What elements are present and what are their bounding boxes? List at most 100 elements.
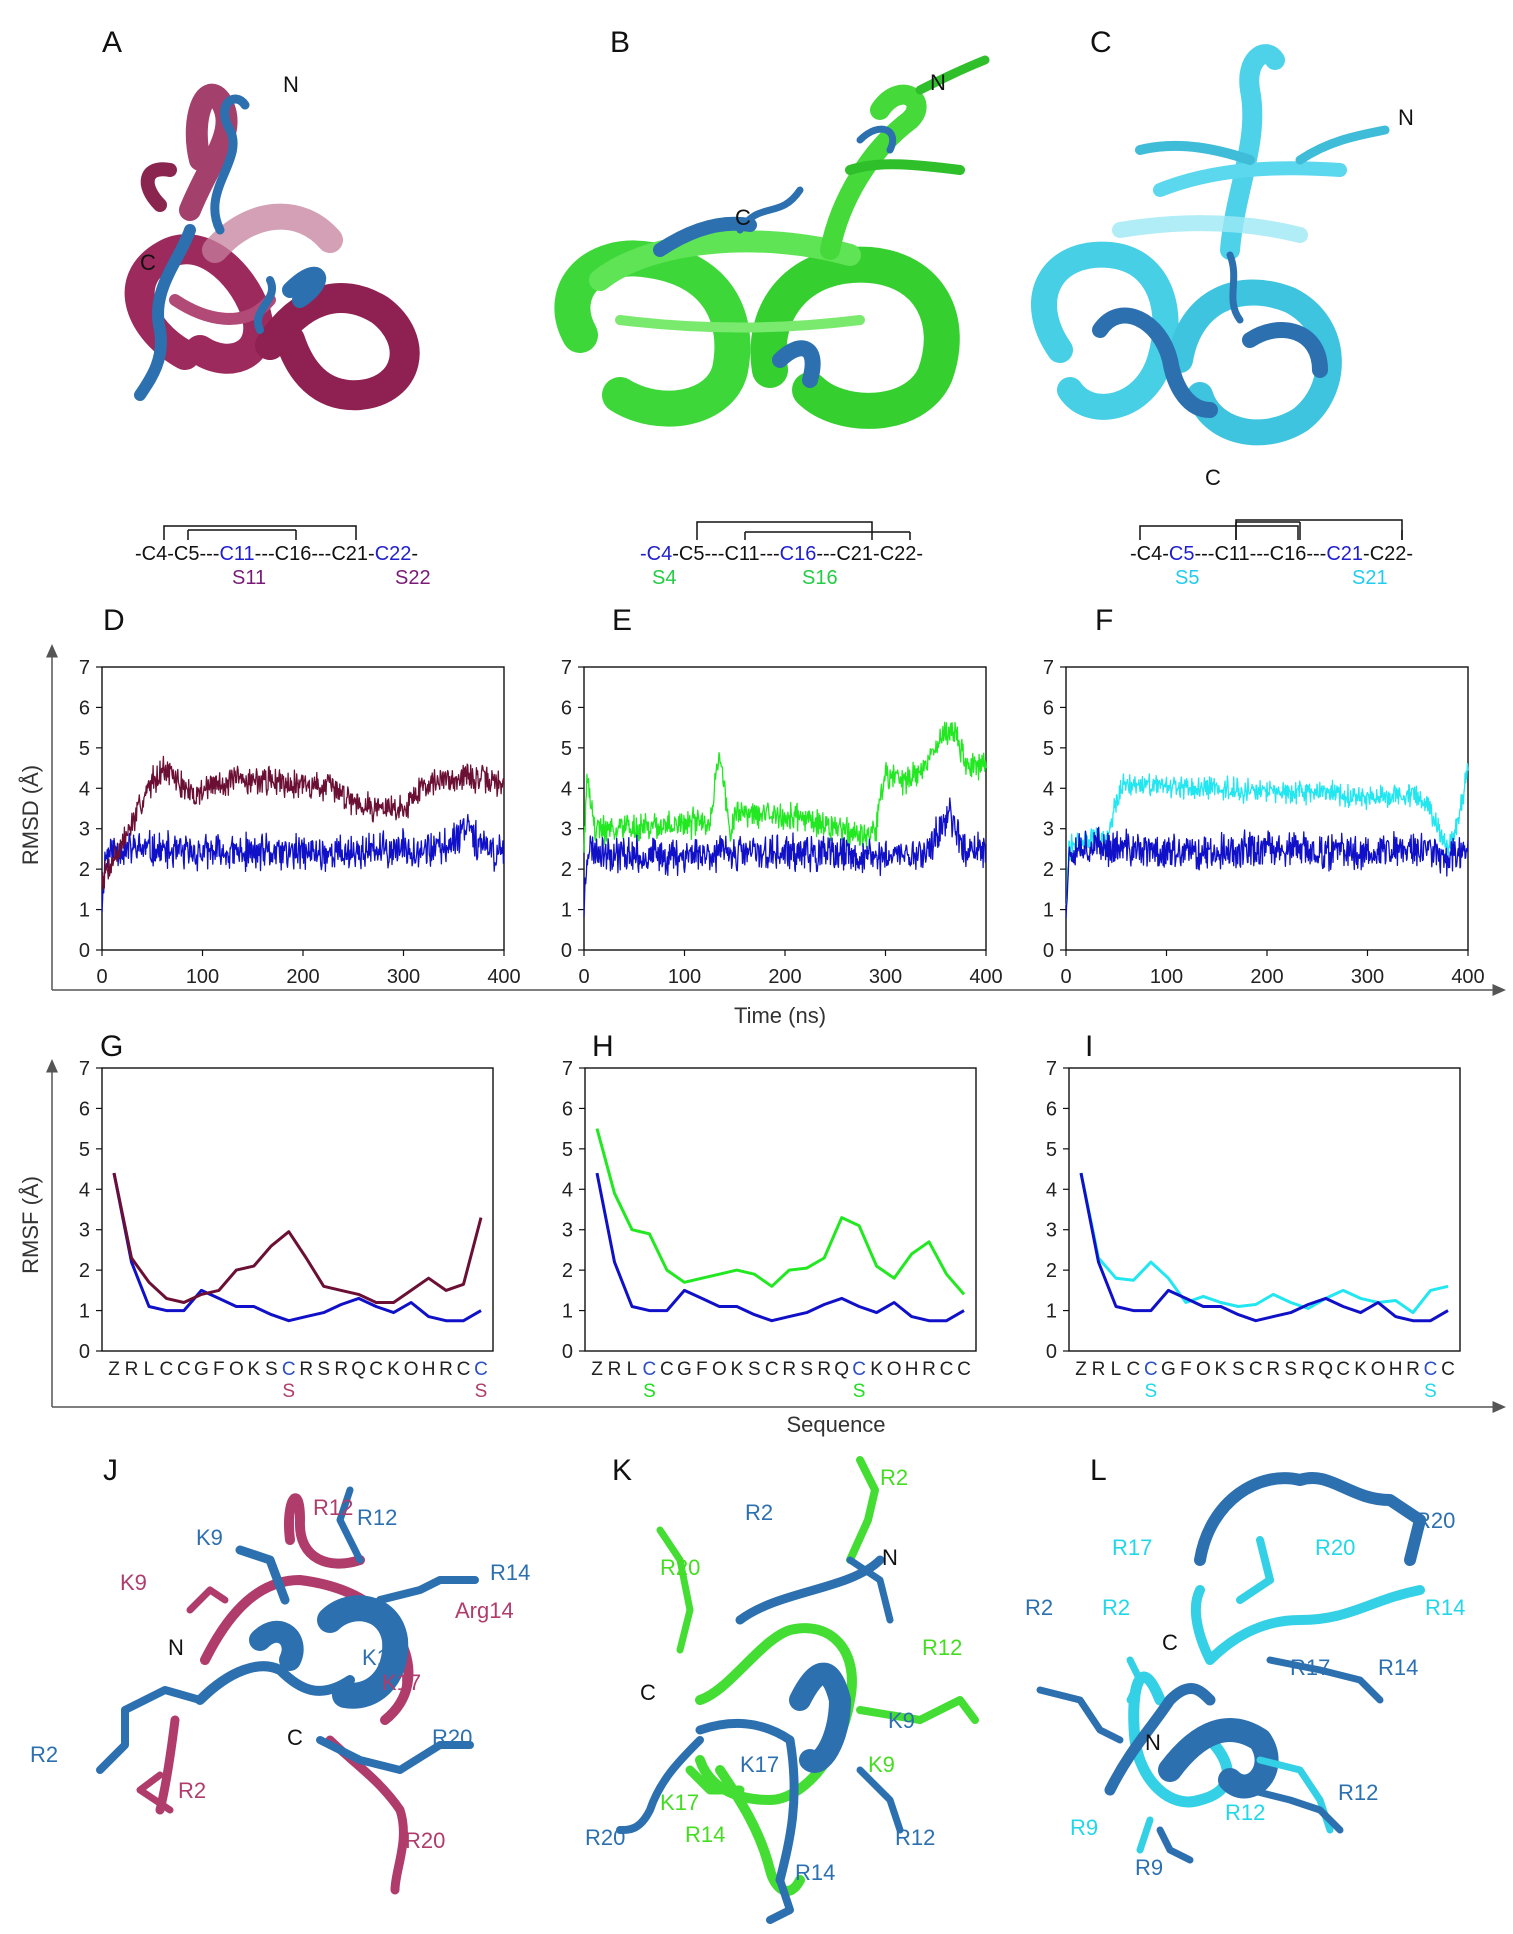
y-tick-label: 4 bbox=[562, 1179, 573, 1201]
x-tick-label: 100 bbox=[668, 966, 701, 988]
structure-b-c-label: C bbox=[735, 205, 751, 230]
category-label: C bbox=[177, 1359, 191, 1380]
closeup-l-label: R2 bbox=[1025, 1595, 1053, 1620]
closeup-j-label: R2 bbox=[30, 1742, 58, 1767]
series-line-S11-S22 bbox=[101, 755, 505, 891]
y-tick-label: 6 bbox=[79, 697, 90, 719]
topology-c-c5: C5 bbox=[1169, 543, 1195, 565]
closeup-k-label: K9 bbox=[888, 1708, 915, 1733]
series-line-native bbox=[595, 1172, 965, 1323]
category-label: Q bbox=[834, 1359, 849, 1380]
plot-frame bbox=[1065, 666, 1469, 951]
closeup-j-label: K17 bbox=[362, 1645, 401, 1670]
category-label: R bbox=[299, 1359, 313, 1380]
y-tick-label: 3 bbox=[1046, 1220, 1057, 1242]
y-tick-label: 5 bbox=[79, 1139, 90, 1161]
topology-a-dash2: --- bbox=[255, 543, 275, 565]
y-tick-label: 0 bbox=[79, 1341, 90, 1363]
substitution-label: S bbox=[1145, 1381, 1158, 1402]
category-label: G bbox=[194, 1359, 209, 1380]
category-label: R bbox=[817, 1359, 831, 1380]
topology-c-c4: -C4- bbox=[1130, 543, 1169, 565]
category-label: H bbox=[1389, 1359, 1403, 1380]
category-label: S bbox=[265, 1359, 278, 1380]
category-label: C bbox=[1424, 1359, 1438, 1380]
category-label: G bbox=[677, 1359, 692, 1380]
closeup-j-label: R20 bbox=[432, 1725, 472, 1750]
y-tick-label: 2 bbox=[1046, 1260, 1057, 1282]
category-label: C bbox=[765, 1359, 779, 1380]
svg-text:-C4-C5---C11---C16---C21-C22-: -C4-C5---C11---C16---C21-C22- bbox=[135, 543, 418, 565]
svg-text:-C4-C5---C11---C16---C21-C22-: -C4-C5---C11---C16---C21-C22- bbox=[1130, 543, 1413, 565]
x-tick-label: 400 bbox=[1451, 966, 1484, 988]
category-label: K bbox=[247, 1359, 260, 1380]
topology-b-sub-2: S16 bbox=[802, 567, 838, 589]
topology-b-c22: -C22- bbox=[873, 543, 923, 565]
topology-a-c11: C11 bbox=[219, 543, 254, 565]
substitution-label: S bbox=[1424, 1381, 1437, 1402]
rmsd-xlabel: Time (ns) bbox=[734, 1003, 826, 1028]
topology-a-dash3: --- bbox=[311, 543, 331, 565]
rmsd-chart-d: 0 1 2 3 4 5 6 7 0 100 200 300 400 bbox=[79, 657, 521, 988]
y-tick-label: 1 bbox=[562, 1301, 573, 1323]
closeup-j-label: R12 bbox=[313, 1495, 353, 1520]
y-tick-label: 4 bbox=[79, 1179, 90, 1201]
y-tick-label: 7 bbox=[79, 657, 90, 679]
topology-b-dash3: --- bbox=[816, 543, 836, 565]
plot-frame bbox=[101, 1067, 494, 1352]
series-line-native bbox=[112, 1172, 482, 1323]
topology-c-dash1: --- bbox=[1194, 543, 1214, 565]
panel-label-a: A bbox=[102, 26, 122, 59]
closeup-l-label: R14 bbox=[1378, 1655, 1418, 1680]
closeup-l-label: R12 bbox=[1225, 1800, 1265, 1825]
y-tick-label: 2 bbox=[562, 1260, 573, 1282]
closeup-j-label: N bbox=[168, 1635, 184, 1660]
category-label: S bbox=[748, 1359, 761, 1380]
y-tick-label: 3 bbox=[1043, 819, 1054, 841]
y-tick-label: 4 bbox=[1043, 778, 1054, 800]
y-tick-label: 4 bbox=[561, 778, 572, 800]
category-label: S bbox=[800, 1359, 813, 1380]
closeup-k-structure bbox=[616, 1456, 979, 1924]
topology-a-c4: -C4- bbox=[135, 543, 174, 565]
closeup-j-label: R20 bbox=[405, 1828, 445, 1853]
closeup-k-label: R20 bbox=[660, 1555, 700, 1580]
y-tick-label: 0 bbox=[79, 940, 90, 962]
panel-label-e: E bbox=[612, 604, 632, 637]
panel-label-k: K bbox=[612, 1454, 632, 1487]
category-label: R bbox=[439, 1359, 453, 1380]
closeup-k-label: K17 bbox=[660, 1790, 699, 1815]
closeup-j-label: C bbox=[287, 1725, 303, 1750]
closeup-j-label: K9 bbox=[196, 1525, 223, 1550]
category-label: O bbox=[1196, 1359, 1211, 1380]
category-label: R bbox=[922, 1359, 936, 1380]
topology-c-c11: C11 bbox=[1214, 543, 1249, 565]
y-tick-label: 1 bbox=[1043, 900, 1054, 922]
y-tick-label: 6 bbox=[1046, 1098, 1057, 1120]
y-tick-label: 3 bbox=[562, 1220, 573, 1242]
y-tick-label: 6 bbox=[1043, 697, 1054, 719]
topology-b-c5: -C5 bbox=[672, 543, 704, 565]
svg-text:-C4-C5---C11---C16---C21-C22-: -C4-C5---C11---C16---C21-C22- bbox=[640, 543, 923, 565]
y-tick-label: 5 bbox=[79, 738, 90, 760]
category-label: C bbox=[957, 1359, 971, 1380]
y-tick-label: 3 bbox=[79, 819, 90, 841]
structure-a-n-label: N bbox=[283, 72, 299, 97]
category-label: Z bbox=[108, 1359, 120, 1380]
topology-a-c5: C5 bbox=[174, 543, 200, 565]
category-label: C bbox=[457, 1359, 471, 1380]
closeup-l-label: R9 bbox=[1135, 1855, 1163, 1880]
rmsf-xlabel: Sequence bbox=[786, 1412, 885, 1437]
category-label: K bbox=[1214, 1359, 1227, 1380]
x-tick-label: 400 bbox=[487, 966, 520, 988]
topology-b-dash1: --- bbox=[704, 543, 724, 565]
category-label: R bbox=[1092, 1359, 1106, 1380]
y-tick-label: 3 bbox=[561, 819, 572, 841]
structure-c-n-label: N bbox=[1398, 105, 1414, 130]
y-tick-label: 7 bbox=[561, 657, 572, 679]
topology-a-c16: C16 bbox=[275, 543, 312, 565]
closeup-j-structure bbox=[96, 1486, 479, 1895]
category-label: C bbox=[282, 1359, 296, 1380]
